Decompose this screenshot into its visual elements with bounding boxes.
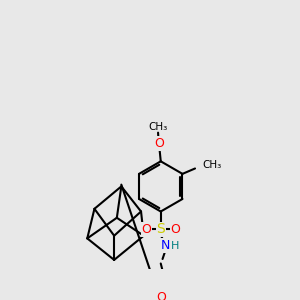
Text: H: H [171,242,179,251]
Text: O: O [154,137,164,150]
Text: O: O [142,223,152,236]
Text: S: S [156,222,165,236]
Text: N: N [160,239,170,252]
Text: CH₃: CH₃ [148,122,168,132]
Text: CH₃: CH₃ [202,160,221,170]
Text: O: O [170,223,180,236]
Text: O: O [156,291,166,300]
